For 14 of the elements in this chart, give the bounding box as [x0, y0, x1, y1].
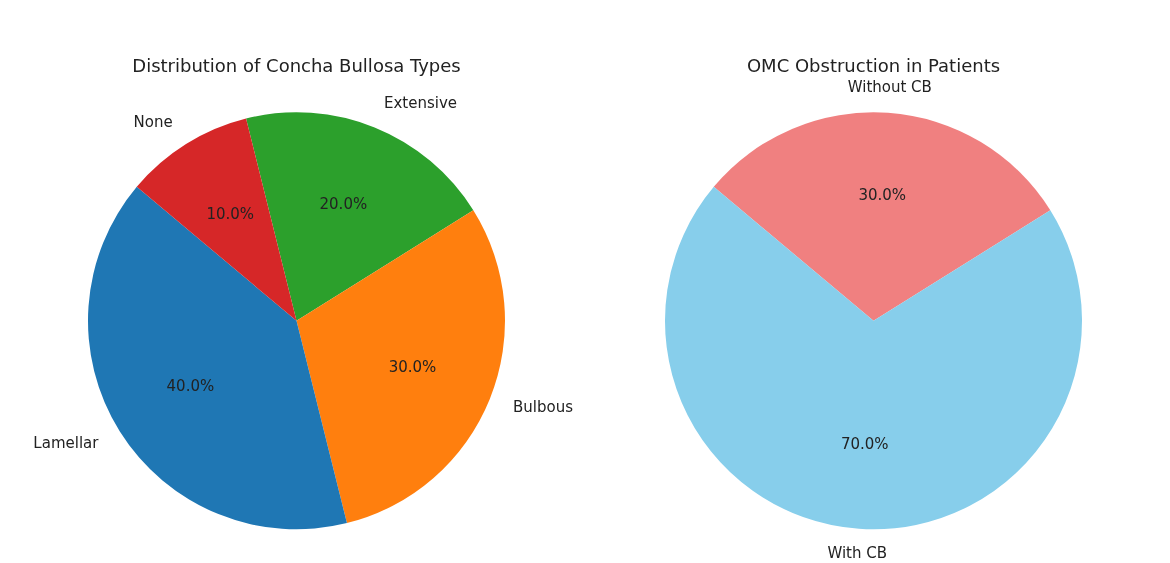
data-label: 70.0%: [840, 435, 889, 454]
slice-label: Extensive: [383, 94, 458, 113]
data-label: 30.0%: [388, 357, 437, 376]
data-label: 30.0%: [858, 185, 907, 204]
slice-label: With CB: [827, 543, 888, 562]
chart-title: Distribution of Concha Bullosa Types: [132, 55, 461, 77]
chart-title: OMC Obstruction in Patients: [746, 55, 1001, 77]
slice-label: Lamellar: [33, 434, 100, 453]
slice-label: Without CB: [847, 77, 932, 96]
data-label: 40.0%: [166, 376, 215, 395]
slice-label: Bulbous: [513, 398, 574, 417]
slice-label: None: [133, 112, 173, 131]
data-label: 20.0%: [319, 194, 368, 213]
data-label: 10.0%: [206, 204, 255, 223]
